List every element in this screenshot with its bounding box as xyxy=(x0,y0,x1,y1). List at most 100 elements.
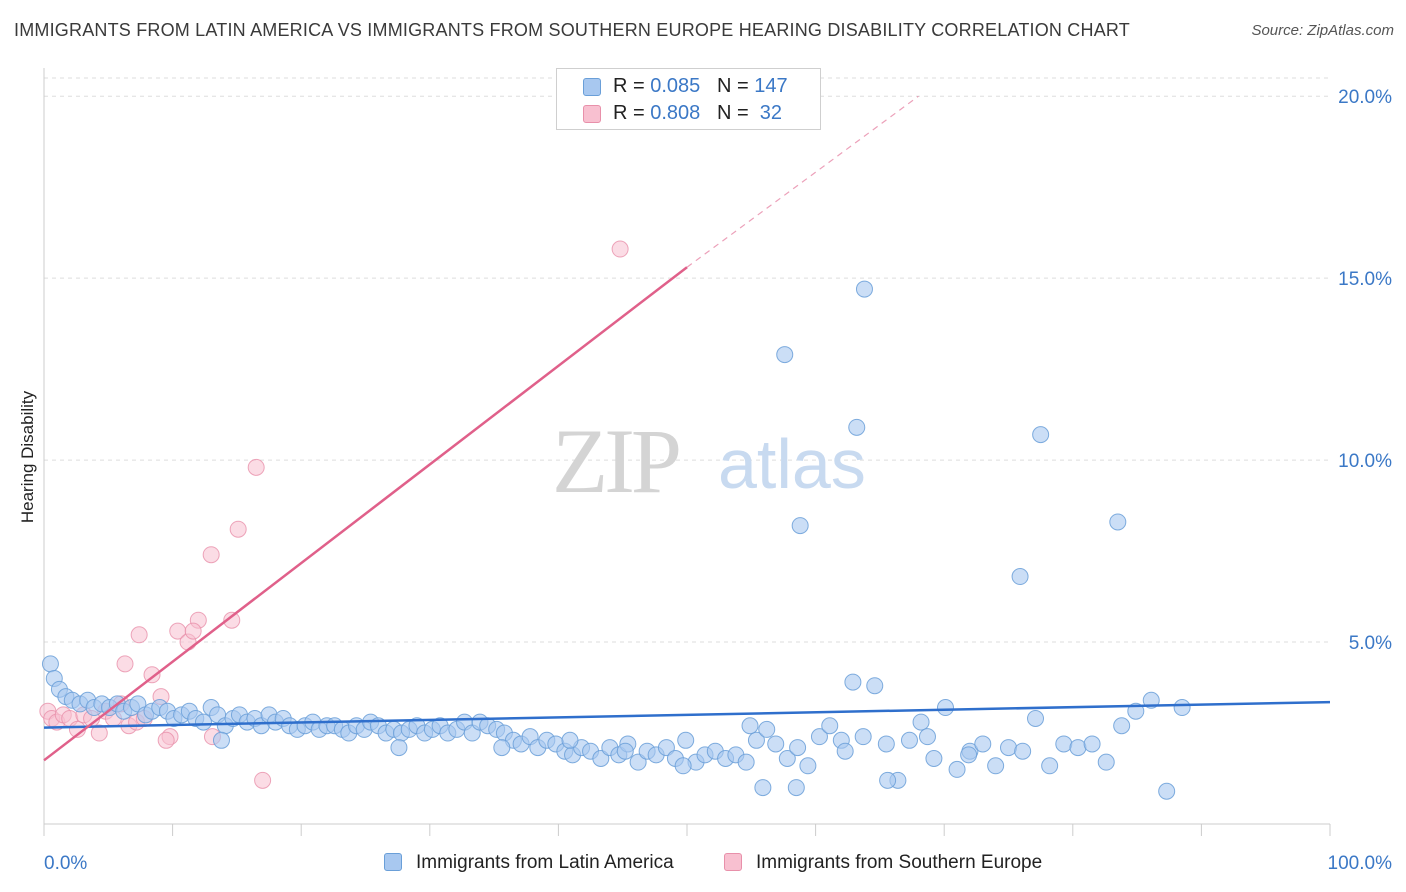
point-latin-america-99 xyxy=(854,728,872,746)
point-southern-europe-28 xyxy=(116,655,134,673)
y-tick-label-1: 10.0% xyxy=(1338,451,1392,472)
point-latin-america-119 xyxy=(1113,717,1131,735)
bottom-legend-southern-europe: Immigrants from Southern Europe xyxy=(724,852,1042,874)
point-latin-america-96 xyxy=(821,717,839,735)
point-latin-america-125 xyxy=(855,280,873,298)
point-latin-america-121 xyxy=(1142,691,1160,709)
point-latin-america-89 xyxy=(747,731,765,749)
bottom-legend-latin-america: Immigrants from Latin America xyxy=(384,852,674,874)
correlation-legend: R = 0.085 N = 147 R = 0.808 N = 32 xyxy=(556,68,821,130)
point-southern-europe-21 xyxy=(202,546,220,564)
y-tick-label-3: 20.0% xyxy=(1338,87,1392,108)
point-latin-america-106 xyxy=(936,699,954,717)
x-tick-label-max: 100.0% xyxy=(1328,853,1393,874)
axes xyxy=(43,68,1331,836)
point-latin-america-122 xyxy=(1158,782,1176,800)
legend-swatch-pink xyxy=(583,105,601,123)
point-latin-america-80 xyxy=(657,739,675,757)
point-latin-america-115 xyxy=(1055,735,1073,753)
point-latin-america-22 xyxy=(194,713,212,731)
y-tick-label-0: 5.0% xyxy=(1349,633,1392,654)
point-latin-america-110 xyxy=(987,757,1005,775)
watermark-atlas: atlas xyxy=(718,425,866,503)
point-latin-america-138 xyxy=(918,728,936,746)
bottom-legend-swatch-blue xyxy=(384,853,402,871)
point-latin-america-73 xyxy=(592,749,610,767)
legend-swatch-blue xyxy=(583,78,601,96)
source-label: Source: ZipAtlas.com xyxy=(1251,22,1394,39)
point-latin-america-139 xyxy=(960,746,978,764)
point-latin-america-100 xyxy=(866,677,884,695)
point-latin-america-141 xyxy=(212,731,230,749)
point-southern-europe-29 xyxy=(157,731,175,749)
chart-title: IMMIGRANTS FROM LATIN AMERICA VS IMMIGRA… xyxy=(14,20,1130,40)
bottom-legend-label: Immigrants from Southern Europe xyxy=(756,852,1043,873)
point-latin-america-143 xyxy=(493,739,511,757)
trendline-latin-america xyxy=(43,700,1331,729)
point-latin-america-95 xyxy=(810,728,828,746)
point-latin-america-94 xyxy=(799,757,817,775)
bottom-legend-swatch-pink xyxy=(724,853,742,871)
point-latin-america-82 xyxy=(677,731,695,749)
watermark: ZIP atlas xyxy=(552,410,866,512)
legend-row-southern-europe: R = 0.808 N = 32 xyxy=(557,100,820,128)
trendline-southern-europe xyxy=(43,266,688,762)
point-southern-europe-8 xyxy=(90,724,108,742)
point-latin-america-112 xyxy=(1014,742,1032,760)
point-latin-america-93 xyxy=(789,739,807,757)
legend-row-latin-america: R = 0.085 N = 147 xyxy=(557,73,820,101)
point-latin-america-105 xyxy=(925,749,943,767)
point-latin-america-98 xyxy=(844,673,862,691)
point-southern-europe-15 xyxy=(143,666,161,684)
point-latin-america-135 xyxy=(561,731,579,749)
series-latin-america-points xyxy=(41,280,1191,800)
point-latin-america-0 xyxy=(41,655,59,673)
point-southern-europe-22 xyxy=(229,520,247,538)
point-latin-america-109 xyxy=(974,735,992,753)
point-latin-america-117 xyxy=(1083,735,1101,753)
point-latin-america-118 xyxy=(1097,753,1115,771)
legend-n-label: N = xyxy=(716,75,755,97)
point-latin-america-103 xyxy=(900,731,918,749)
point-latin-america-128 xyxy=(1032,426,1050,444)
point-southern-europe-25 xyxy=(223,611,241,629)
legend-n-label: N = xyxy=(716,102,755,124)
y-axis-label: Hearing Disability xyxy=(18,390,37,523)
point-latin-america-137 xyxy=(741,717,759,735)
point-latin-america-123 xyxy=(1173,699,1191,717)
legend-n-value: 32 xyxy=(754,102,783,124)
x-tick-label-min: 0.0% xyxy=(44,853,87,874)
point-latin-america-130 xyxy=(1011,568,1029,586)
point-latin-america-134 xyxy=(836,742,854,760)
point-southern-europe-23 xyxy=(247,458,265,476)
point-southern-europe-26 xyxy=(184,622,202,640)
point-latin-america-133 xyxy=(879,771,897,789)
legend-n-value: 147 xyxy=(754,75,788,97)
point-latin-america-124 xyxy=(776,346,794,364)
point-latin-america-114 xyxy=(1041,757,1059,775)
legend-r-value: 0.085 xyxy=(650,75,701,97)
point-southern-europe-27 xyxy=(130,626,148,644)
point-latin-america-104 xyxy=(912,713,930,731)
point-southern-europe-24 xyxy=(254,771,272,789)
point-latin-america-132 xyxy=(787,779,805,797)
point-latin-america-88 xyxy=(737,753,755,771)
point-latin-america-131 xyxy=(754,779,772,797)
point-southern-europe-31 xyxy=(611,240,629,258)
gridlines xyxy=(44,77,1330,643)
point-latin-america-126 xyxy=(791,517,809,535)
point-latin-america-111 xyxy=(1000,739,1017,757)
bottom-legend-label: Immigrants from Latin America xyxy=(416,852,674,873)
point-latin-america-129 xyxy=(1109,513,1127,531)
point-latin-america-116 xyxy=(1069,739,1087,757)
trendlines xyxy=(43,95,1331,762)
point-latin-america-92 xyxy=(778,749,796,767)
point-latin-america-142 xyxy=(390,739,408,757)
point-latin-america-77 xyxy=(629,753,647,771)
tick-labels: 5.0% 10.0% 15.0% 20.0% 0.0% 100.0% xyxy=(44,87,1392,874)
legend-r-label: R = xyxy=(613,75,651,97)
point-latin-america-101 xyxy=(877,735,895,753)
legend-r-label: R = xyxy=(613,102,651,124)
legend-r-value: 0.808 xyxy=(650,102,701,124)
